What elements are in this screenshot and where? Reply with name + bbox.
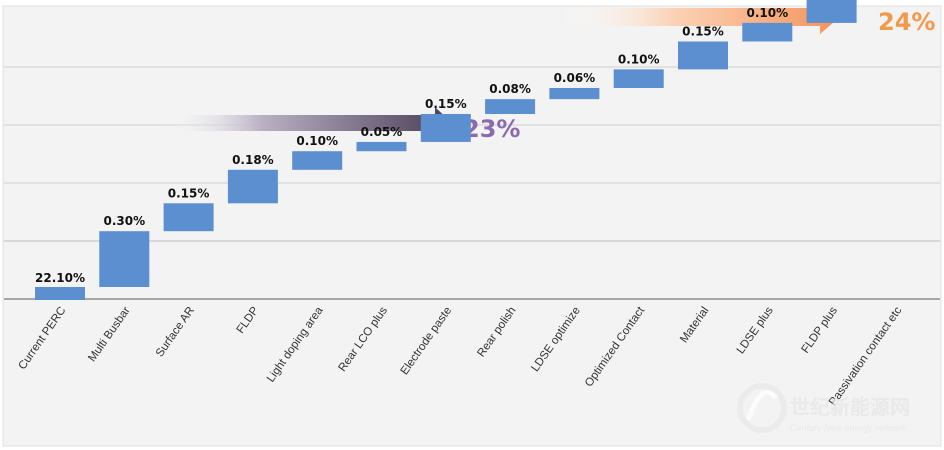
milestone-23-label: 23% xyxy=(463,115,520,143)
data-label-surface-ar: 0.15% xyxy=(168,186,210,200)
bar-surface-ar xyxy=(163,203,214,232)
data-label-ldse-plus: 0.10% xyxy=(746,6,788,20)
bar-current-perc xyxy=(35,287,85,300)
bar-fldp xyxy=(227,169,278,204)
data-label-material: 0.15% xyxy=(682,24,724,38)
bar-light-doping-area xyxy=(292,151,343,170)
milestone-24-label: 24% xyxy=(878,8,935,36)
bar-electrode-paste xyxy=(420,114,471,142)
data-label-ldse-optimize: 0.06% xyxy=(554,71,596,85)
watermark-logo: 世纪新能源网 Century New energy network xyxy=(737,383,910,433)
arrow-23-shape xyxy=(160,107,452,139)
data-label-rear-lco-plus: 0.05% xyxy=(361,125,403,139)
plot-panel xyxy=(2,5,942,447)
watermark-text-cn: 世纪新能源网 xyxy=(790,395,910,419)
bar-optimized-contact xyxy=(613,69,664,88)
data-label-electrode-paste: 0.15% xyxy=(425,97,467,111)
milestone-arrow-23: 23% xyxy=(160,107,520,143)
data-label-multi-busbar: 0.30% xyxy=(103,214,145,228)
data-label-optimized-contact: 0.10% xyxy=(618,52,660,66)
data-label-rear-polish: 0.08% xyxy=(489,82,531,96)
bar-fldp-plus xyxy=(806,0,857,23)
bar-multi-busbar xyxy=(99,231,150,287)
data-label-fldp: 0.18% xyxy=(232,153,274,167)
bar-rear-lco-plus xyxy=(356,141,407,152)
data-label-current-perc: 22.10% xyxy=(35,271,85,285)
watermark-text-en: Century New energy network xyxy=(790,423,907,433)
bar-ldse-plus xyxy=(742,22,793,42)
data-label-light-doping-area: 0.10% xyxy=(296,134,338,148)
bar-material xyxy=(678,41,728,70)
watermark-swirl-icon xyxy=(745,390,778,421)
bar-rear-polish xyxy=(485,99,536,115)
bar-ldse-optimize xyxy=(549,87,600,100)
watermark-logo-icon xyxy=(737,383,787,433)
bars-layer xyxy=(35,0,857,300)
data-labels-layer: 22.10% 0.30% 0.15% 0.18% 0.10% 0.05% 0.15% 0.08… xyxy=(35,6,788,285)
